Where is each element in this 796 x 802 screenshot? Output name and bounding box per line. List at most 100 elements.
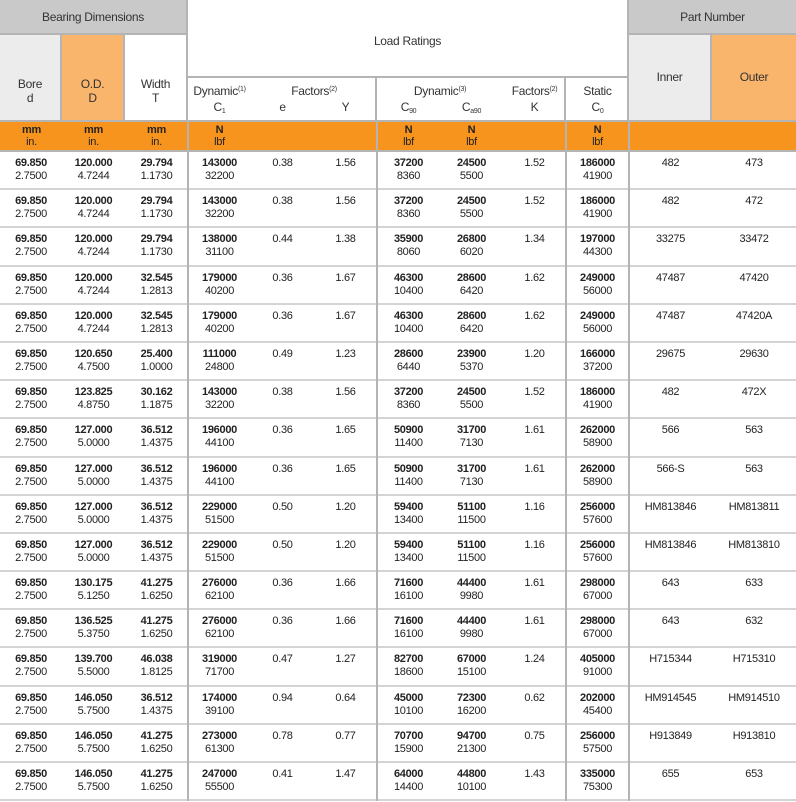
cell-ca90: 23900 5370: [456, 347, 487, 373]
cell-width: 36.512 1.4375: [140, 500, 173, 526]
c0-symbol: C0: [591, 100, 604, 115]
cell-bore: 69.850 2.7500: [15, 157, 47, 182]
cell-ca90: 51100 11500: [457, 538, 486, 564]
cell-c90: 45000 10100: [393, 691, 424, 717]
cell-e: 0.36: [272, 424, 293, 437]
cell-k: 1.20: [524, 347, 545, 360]
table-row: 69.850 2.7500 120.650 4.7500 25.400 1.0000 111…: [0, 342, 796, 382]
cell-y: 1.66: [335, 577, 356, 590]
cell-inner: 643: [661, 615, 680, 628]
cell-width: 36.512 1.4375: [140, 538, 173, 564]
cell-c0: 298000 67000: [580, 577, 615, 603]
cell-od: 120.000 4.7244: [74, 157, 113, 182]
cell-outer: HM813811: [728, 500, 780, 513]
cell-bore: 69.850 2.7500: [15, 768, 47, 793]
header-od: O.D. D: [62, 35, 125, 120]
cell-od: 127.000 5.0000: [74, 500, 113, 526]
cell-ca90: 24500 5500: [456, 157, 487, 182]
cell-k: 1.16: [524, 538, 545, 551]
cell-width: 36.512 1.4375: [140, 462, 173, 488]
cell-c1: 319000 71700: [202, 653, 237, 679]
cell-c1: 196000 44100: [202, 424, 237, 450]
cell-c90: 46300 10400: [393, 271, 424, 297]
c90-symbol: C90: [400, 100, 417, 115]
cell-c90: 71600 16100: [393, 615, 424, 641]
table-row: 69.850 2.7500 139.700 5.5000 46.038 1.8125 319…: [0, 648, 796, 687]
cell-inner: HM914545: [644, 691, 697, 704]
cell-y: 1.20: [335, 538, 356, 551]
cell-ca90: 28600 6420: [456, 309, 487, 335]
cell-ca90: 28600 6420: [456, 271, 487, 297]
cell-width: 29.794 1.1730: [140, 195, 173, 221]
cell-k: 1.52: [524, 157, 545, 169]
cell-c0: 249000 56000: [580, 309, 615, 335]
cell-bore: 69.850 2.7500: [15, 195, 47, 221]
cell-bore: 69.850 2.7500: [15, 538, 47, 564]
k-symbol: K: [530, 100, 539, 114]
cell-od: 146.050 5.7500: [74, 691, 113, 717]
cell-c0: 202000 45400: [580, 691, 615, 717]
cell-e: 0.36: [272, 577, 293, 590]
cell-inner: HM813846: [644, 538, 697, 551]
cell-e: 0.36: [272, 309, 293, 322]
table-row: 69.850 2.7500 146.050 5.7500 36.512 1.4375 174…: [0, 686, 796, 725]
cell-y: 1.67: [335, 309, 356, 322]
cell-inner: 47487: [655, 309, 686, 322]
cell-y: 1.56: [335, 157, 356, 169]
cell-c90: 50900 11400: [393, 462, 424, 488]
header-static: Static C0: [566, 78, 629, 120]
cell-c0: 186000 41900: [580, 157, 615, 182]
cell-c1: 143000 32200: [202, 195, 237, 221]
cell-c90: 28600 6440: [393, 347, 424, 373]
cell-y: 1.67: [335, 271, 356, 284]
table-row: 69.850 2.7500 120.000 4.7244 32.545 1.2813 179…: [0, 266, 796, 305]
header-dynamic-3-group: Dynamic(3) Factors(2) C90 Ca90 K: [377, 78, 566, 120]
cell-outer: 29630: [739, 347, 769, 360]
cell-c90: 59400 13400: [393, 500, 424, 526]
cell-k: 1.16: [524, 500, 545, 513]
cell-e: 0.38: [272, 157, 293, 169]
cell-y: 1.20: [335, 500, 356, 513]
cell-c90: 64000 14400: [393, 768, 424, 793]
cell-y: 1.47: [335, 768, 356, 780]
cell-c0: 262000 58900: [580, 462, 615, 488]
cell-ca90: 44400 9980: [456, 577, 487, 603]
cell-bore: 69.850 2.7500: [15, 577, 47, 603]
cell-ca90: 67000 15100: [456, 653, 487, 679]
cell-inner: 482: [661, 157, 680, 169]
cell-c1: 174000 39100: [202, 691, 237, 717]
cell-width: 36.512 1.4375: [140, 691, 173, 717]
cell-ca90: 31700 7130: [456, 424, 487, 450]
cell-c1: 247000 55500: [202, 768, 237, 793]
cell-c90: 82700 18600: [393, 653, 424, 679]
cell-y: 1.38: [335, 233, 356, 246]
cell-c0: 256000 57600: [580, 500, 615, 526]
cell-c1: 143000 32200: [202, 157, 237, 182]
cell-outer: 472: [745, 195, 763, 208]
cell-e: 0.78: [272, 729, 293, 742]
cell-bore: 69.850 2.7500: [15, 233, 47, 259]
cell-ca90: 24500 5500: [456, 386, 487, 412]
cell-outer: 632: [745, 615, 763, 628]
cell-inner: 29675: [655, 347, 686, 360]
cell-width: 29.794 1.1730: [140, 233, 173, 259]
table-row: 69.850 2.7500 127.000 5.0000 36.512 1.4375 196…: [0, 457, 796, 496]
cell-od: 120.000 4.7244: [74, 271, 113, 297]
cell-inner: 482: [661, 386, 680, 399]
table-row: 69.850 2.7500 130.175 5.1250 41.275 1.6250 276…: [0, 572, 796, 611]
cell-outer: H913810: [732, 729, 776, 742]
bore-label: Bore: [17, 77, 43, 91]
cell-c1: 196000 44100: [202, 462, 237, 488]
cell-c0: 298000 67000: [580, 615, 615, 641]
cell-k: 1.61: [524, 577, 545, 590]
cell-c0: 335000 75300: [580, 768, 615, 793]
cell-od: 120.000 4.7244: [74, 195, 113, 221]
cell-width: 41.275 1.6250: [140, 729, 173, 755]
cell-outer: H715310: [732, 653, 776, 666]
cell-k: 1.61: [524, 615, 545, 628]
table-row: 69.850 2.7500 127.000 5.0000 36.512 1.4375 196…: [0, 419, 796, 458]
cell-bore: 69.850 2.7500: [15, 653, 47, 679]
cell-y: 1.56: [335, 386, 356, 399]
